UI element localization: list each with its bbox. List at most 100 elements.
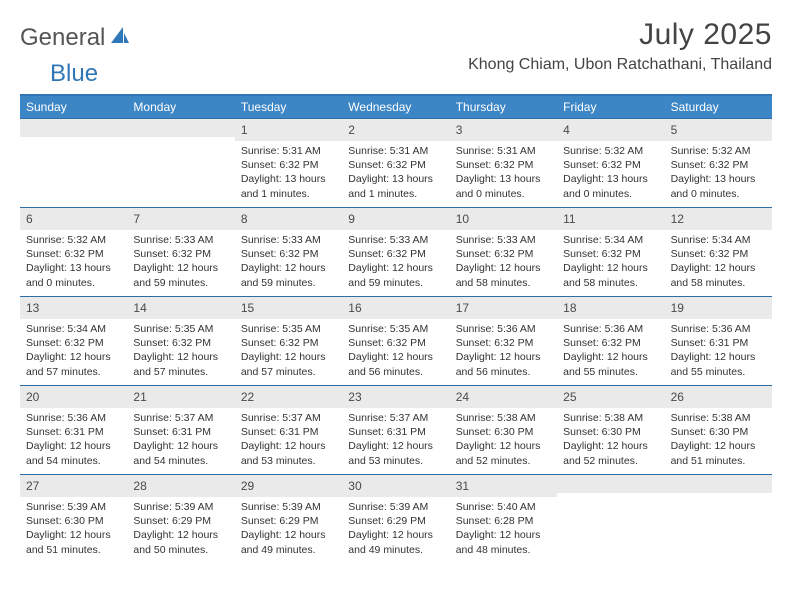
day-number: 11 xyxy=(563,212,575,226)
sunrise-line: Sunrise: 5:32 AM xyxy=(26,233,121,247)
day-number-bar: 2 xyxy=(342,119,449,141)
day-details: Sunrise: 5:33 AMSunset: 6:32 PMDaylight:… xyxy=(450,230,557,296)
sunrise-line: Sunrise: 5:34 AM xyxy=(563,233,658,247)
day-number-bar: 8 xyxy=(235,208,342,230)
day-cell: 8Sunrise: 5:33 AMSunset: 6:32 PMDaylight… xyxy=(235,208,342,296)
day-cell: 20Sunrise: 5:36 AMSunset: 6:31 PMDayligh… xyxy=(20,386,127,474)
daylight-line-2: and 59 minutes. xyxy=(133,276,228,290)
day-number: 15 xyxy=(241,301,254,315)
empty-cell xyxy=(665,475,772,563)
day-number-bar: 3 xyxy=(450,119,557,141)
sunset-line: Sunset: 6:32 PM xyxy=(671,158,766,172)
daylight-line-1: Daylight: 12 hours xyxy=(456,261,551,275)
day-details: Sunrise: 5:37 AMSunset: 6:31 PMDaylight:… xyxy=(127,408,234,474)
sunrise-line: Sunrise: 5:35 AM xyxy=(241,322,336,336)
day-number: 14 xyxy=(133,301,146,315)
day-details: Sunrise: 5:36 AMSunset: 6:31 PMDaylight:… xyxy=(665,319,772,385)
day-details: Sunrise: 5:39 AMSunset: 6:30 PMDaylight:… xyxy=(20,497,127,563)
day-number: 29 xyxy=(241,479,254,493)
day-number-bar: 23 xyxy=(342,386,449,408)
sunrise-line: Sunrise: 5:31 AM xyxy=(348,144,443,158)
day-number-bar: 7 xyxy=(127,208,234,230)
sunrise-line: Sunrise: 5:38 AM xyxy=(456,411,551,425)
sunrise-line: Sunrise: 5:39 AM xyxy=(133,500,228,514)
sunrise-line: Sunrise: 5:33 AM xyxy=(133,233,228,247)
sunrise-line: Sunrise: 5:36 AM xyxy=(563,322,658,336)
logo-sail-icon xyxy=(109,25,131,52)
day-number: 6 xyxy=(26,212,33,226)
sunset-line: Sunset: 6:30 PM xyxy=(671,425,766,439)
day-details: Sunrise: 5:37 AMSunset: 6:31 PMDaylight:… xyxy=(342,408,449,474)
sunset-line: Sunset: 6:32 PM xyxy=(241,158,336,172)
day-number: 2 xyxy=(348,123,355,137)
weekday-header: Wednesday xyxy=(342,96,449,118)
day-number: 13 xyxy=(26,301,39,315)
sunrise-line: Sunrise: 5:40 AM xyxy=(456,500,551,514)
day-number-bar: 12 xyxy=(665,208,772,230)
sunrise-line: Sunrise: 5:34 AM xyxy=(26,322,121,336)
daylight-line-2: and 55 minutes. xyxy=(671,365,766,379)
daylight-line-2: and 49 minutes. xyxy=(348,543,443,557)
day-cell: 7Sunrise: 5:33 AMSunset: 6:32 PMDaylight… xyxy=(127,208,234,296)
weekday-header: Monday xyxy=(127,96,234,118)
day-cell: 22Sunrise: 5:37 AMSunset: 6:31 PMDayligh… xyxy=(235,386,342,474)
day-details: Sunrise: 5:35 AMSunset: 6:32 PMDaylight:… xyxy=(235,319,342,385)
weekday-header: Thursday xyxy=(450,96,557,118)
day-number-bar: 11 xyxy=(557,208,664,230)
day-cell: 31Sunrise: 5:40 AMSunset: 6:28 PMDayligh… xyxy=(450,475,557,563)
weekday-header: Sunday xyxy=(20,96,127,118)
sunset-line: Sunset: 6:32 PM xyxy=(456,336,551,350)
day-number-bar: 19 xyxy=(665,297,772,319)
daylight-line-2: and 59 minutes. xyxy=(348,276,443,290)
week-row: 6 Sunrise: 5:32 AM Sunset: 6:32 PM Daylight… xyxy=(20,207,772,296)
day-number: 24 xyxy=(456,390,469,404)
sunrise-line: Sunrise: 5:39 AM xyxy=(26,500,121,514)
day-number-bar: 5 xyxy=(665,119,772,141)
empty-cell xyxy=(557,475,664,563)
day-number: 1 xyxy=(241,123,248,137)
day-number: 5 xyxy=(671,123,678,137)
day-details: Sunrise: 5:33 AMSunset: 6:32 PMDaylight:… xyxy=(342,230,449,296)
day-number: 19 xyxy=(671,301,684,315)
day-number: 31 xyxy=(456,479,469,493)
day-details: Sunrise: 5:38 AMSunset: 6:30 PMDaylight:… xyxy=(665,408,772,474)
sunset-line: Sunset: 6:32 PM xyxy=(241,336,336,350)
day-number-bar: 26 xyxy=(665,386,772,408)
day-number-bar: 30 xyxy=(342,475,449,497)
sunset-line: Sunset: 6:28 PM xyxy=(456,514,551,528)
daylight-line-1: Daylight: 12 hours xyxy=(241,350,336,364)
daylight-line-1: Daylight: 12 hours xyxy=(456,350,551,364)
daylight-line-1: Daylight: 12 hours xyxy=(671,439,766,453)
sunset-line: Sunset: 6:32 PM xyxy=(563,336,658,350)
day-cell: 28Sunrise: 5:39 AMSunset: 6:29 PMDayligh… xyxy=(127,475,234,563)
sunrise-line: Sunrise: 5:31 AM xyxy=(241,144,336,158)
sunrise-line: Sunrise: 5:31 AM xyxy=(456,144,551,158)
month-title: July 2025 xyxy=(468,18,772,52)
day-cell: 19 Sunrise: 5:36 AMSunset: 6:31 PMDayligh… xyxy=(665,297,772,385)
day-number-bar: 10 xyxy=(450,208,557,230)
daylight-line-1: Daylight: 13 hours xyxy=(348,172,443,186)
sunrise-line: Sunrise: 5:35 AM xyxy=(348,322,443,336)
day-cell: 2Sunrise: 5:31 AMSunset: 6:32 PMDaylight… xyxy=(342,119,449,207)
sunset-line: Sunset: 6:29 PM xyxy=(133,514,228,528)
sunset-line: Sunset: 6:31 PM xyxy=(133,425,228,439)
daylight-line-1: Daylight: 12 hours xyxy=(241,261,336,275)
daylight-line-2: and 51 minutes. xyxy=(671,454,766,468)
sunrise-line: Sunrise: 5:37 AM xyxy=(133,411,228,425)
daylight-line-2: and 56 minutes. xyxy=(348,365,443,379)
day-number-bar xyxy=(127,119,234,137)
daylight-line-1: Daylight: 12 hours xyxy=(671,261,766,275)
daylight-line-1: Daylight: 12 hours xyxy=(348,350,443,364)
week-row: 1Sunrise: 5:31 AMSunset: 6:32 PMDaylight… xyxy=(20,118,772,207)
day-details: Sunrise: 5:36 AMSunset: 6:32 PMDaylight:… xyxy=(557,319,664,385)
sunset-line: Sunset: 6:32 PM xyxy=(348,336,443,350)
day-number: 23 xyxy=(348,390,361,404)
day-number-bar xyxy=(557,475,664,493)
daylight-line-2: and 53 minutes. xyxy=(348,454,443,468)
sunrise-line: Sunrise: 5:32 AM xyxy=(563,144,658,158)
day-details: Sunrise: 5:33 AMSunset: 6:32 PMDaylight:… xyxy=(235,230,342,296)
daylight-line-2: and 52 minutes. xyxy=(563,454,658,468)
sunset-line: Sunset: 6:32 PM xyxy=(133,247,228,261)
day-details: Sunrise: 5:32 AMSunset: 6:32 PMDaylight:… xyxy=(557,141,664,207)
daylight-line-1: Daylight: 12 hours xyxy=(133,528,228,542)
